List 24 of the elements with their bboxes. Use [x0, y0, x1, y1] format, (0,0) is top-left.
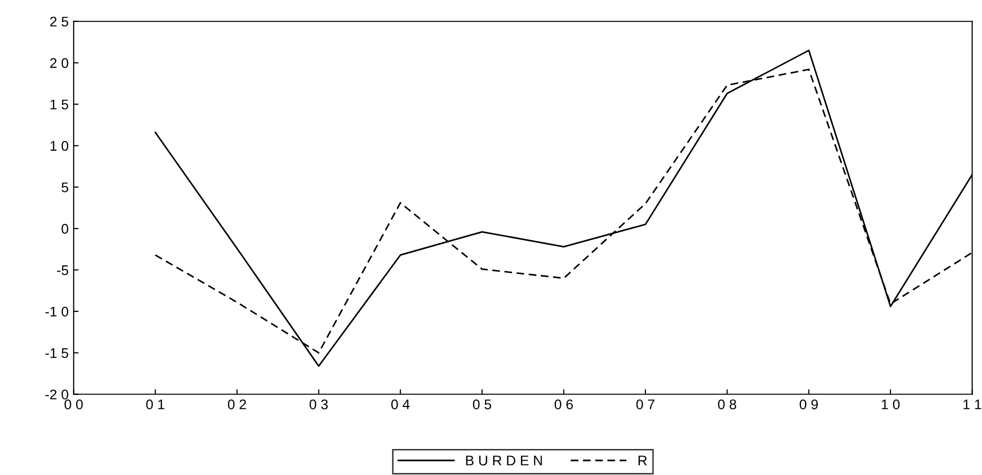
y-tick-label: 2 0 [50, 58, 68, 68]
x-tick-label: 0 4 [391, 399, 410, 410]
y-tick-label: 1 0 [50, 141, 68, 151]
y-tick-label: -5 [57, 265, 68, 276]
x-tick-label: 0 1 [146, 399, 164, 410]
y-tick-label: 0 [62, 224, 68, 234]
x-tick-label: 0 3 [310, 399, 328, 410]
x-tick-label: 1 0 [882, 399, 900, 410]
y-tick-label: -1 5 [45, 348, 68, 358]
y-tick-label: 2 5 [50, 16, 68, 27]
x-tick-label: 0 7 [636, 399, 654, 410]
y-tick-label: 5 [62, 182, 68, 192]
x-tick-label: 0 8 [718, 399, 736, 410]
x-tick-label: 0 9 [800, 399, 818, 410]
x-tick-label: 1 1 [964, 400, 982, 410]
y-tick-label: -1 0 [45, 306, 68, 317]
y-tick-label: -2 0 [45, 390, 68, 400]
x-tick-label: 0 2 [228, 399, 246, 410]
x-tick-label: 0 5 [472, 399, 492, 410]
legend-label: B U R D E N [466, 456, 542, 466]
x-tick-label: 0 0 [64, 399, 83, 410]
x-tick-label: 0 6 [554, 399, 573, 410]
y-tick-label: 1 5 [50, 100, 68, 110]
legend-label: R [638, 456, 647, 466]
